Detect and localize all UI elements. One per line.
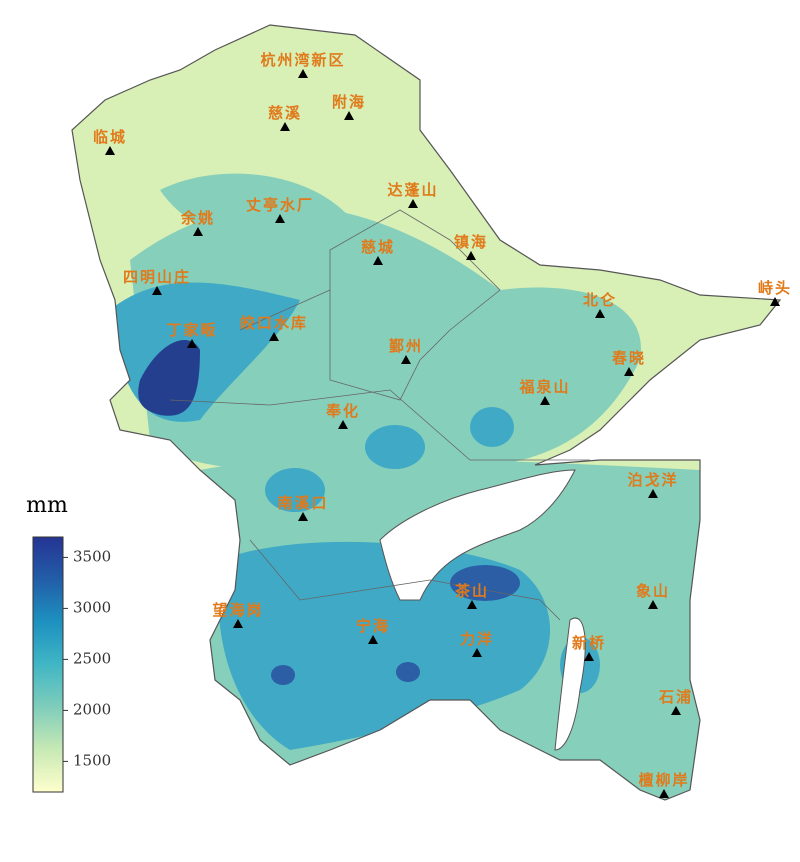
station-marker bbox=[540, 396, 550, 405]
station-label: 丁家畈 bbox=[166, 321, 217, 339]
station-marker bbox=[401, 355, 411, 364]
station-marker bbox=[671, 706, 681, 715]
station-label: 力洋 bbox=[460, 630, 494, 648]
station-label: 镇海 bbox=[454, 233, 488, 251]
colorbar-tick-label: 2000 bbox=[73, 700, 111, 718]
station-marker bbox=[368, 635, 378, 644]
station-marker bbox=[408, 199, 418, 208]
station-marker bbox=[269, 332, 279, 341]
station-label: 慈溪 bbox=[268, 104, 302, 122]
station-marker bbox=[187, 339, 197, 348]
station-marker bbox=[373, 256, 383, 265]
station-marker bbox=[466, 251, 476, 260]
colorbar-tick-label: 2500 bbox=[73, 649, 111, 667]
station-label: 峙头 bbox=[758, 279, 792, 297]
station-marker bbox=[648, 489, 658, 498]
station-marker bbox=[770, 297, 780, 306]
station-label: 慈城 bbox=[361, 238, 395, 256]
bay bbox=[379, 469, 576, 601]
station-marker bbox=[298, 69, 308, 78]
station-marker bbox=[280, 122, 290, 131]
station-label: 附海 bbox=[332, 93, 366, 111]
station-label: 泊戈洋 bbox=[627, 471, 678, 489]
station-label: 丈亭水厂 bbox=[246, 196, 314, 214]
colorbar-tick-label: 3000 bbox=[73, 598, 111, 616]
station-label: 皎口水库 bbox=[240, 314, 308, 332]
station-marker bbox=[659, 789, 669, 798]
colorbar-tick-label: 3500 bbox=[73, 547, 111, 565]
colorbar bbox=[32, 536, 64, 793]
station-marker bbox=[595, 309, 605, 318]
station-marker bbox=[467, 600, 477, 609]
station-marker bbox=[344, 111, 354, 120]
station-marker bbox=[298, 512, 308, 521]
station-label: 南溪口 bbox=[277, 494, 328, 512]
station-label: 福泉山 bbox=[518, 378, 570, 396]
station-label: 达蓬山 bbox=[387, 181, 438, 199]
station-label: 新桥 bbox=[572, 634, 606, 652]
station-label: 余姚 bbox=[180, 209, 215, 227]
station-label: 北仑 bbox=[583, 291, 617, 309]
station-marker bbox=[193, 227, 203, 236]
station-marker bbox=[624, 367, 634, 376]
station-marker bbox=[105, 146, 115, 155]
station-label: 奉化 bbox=[325, 402, 360, 420]
station-label: 杭州湾新区 bbox=[260, 51, 345, 69]
station-label: 鄞州 bbox=[389, 337, 423, 355]
station-label: 石浦 bbox=[658, 688, 693, 706]
station-label: 春晓 bbox=[612, 349, 646, 367]
station-marker bbox=[472, 648, 482, 657]
colorbar-label: mm bbox=[26, 493, 68, 518]
station-marker bbox=[338, 420, 348, 429]
station-label: 临城 bbox=[93, 128, 127, 146]
station-label: 望海岗 bbox=[212, 601, 263, 619]
station-marker bbox=[233, 619, 243, 628]
station-marker bbox=[648, 600, 658, 609]
station-marker bbox=[152, 286, 162, 295]
station-label: 象山 bbox=[636, 582, 670, 600]
station-marker bbox=[584, 652, 594, 661]
station-marker bbox=[275, 214, 285, 223]
station-label: 茶山 bbox=[455, 582, 489, 600]
station-label: 檀柳岸 bbox=[638, 771, 689, 789]
colorbar-tick-label: 1500 bbox=[73, 751, 111, 769]
station-label: 宁海 bbox=[356, 617, 390, 635]
station-label: 四明山庄 bbox=[123, 268, 191, 286]
